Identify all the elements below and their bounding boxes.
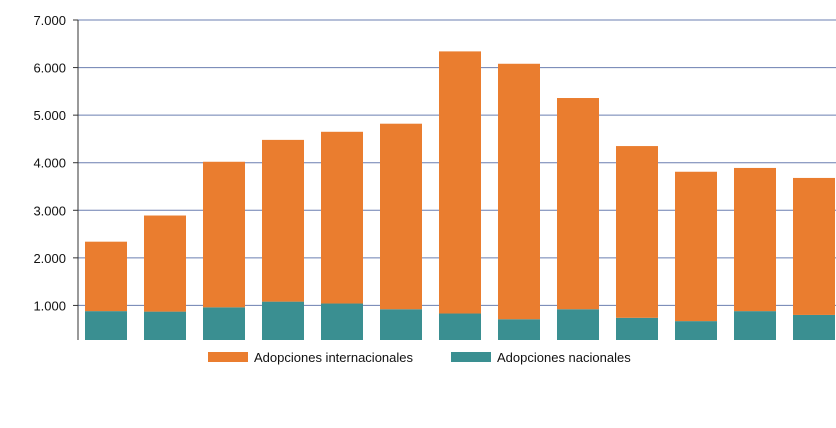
bar-nacionales-2004 [439, 313, 481, 340]
bar-internacionales-2002 [321, 131, 363, 304]
bar-internacionales-2006 [557, 98, 599, 310]
legend-item-nacionales: Adopciones nacionales [451, 350, 631, 365]
axes [73, 19, 79, 340]
bar-nacionales-2010 [793, 314, 835, 340]
y-tick-label: 7.000 [33, 13, 66, 28]
y-tick-label: 1.000 [33, 298, 66, 313]
bar-internacionales-2001 [262, 139, 304, 302]
bar-internacionales-2003 [380, 123, 422, 310]
legend-label-internacionales: Adopciones internacionales [254, 349, 413, 365]
legend-label-nacionales: Adopciones nacionales [497, 349, 631, 365]
bar-nacionales-2003 [380, 309, 422, 340]
bars [85, 51, 835, 340]
bar-nacionales-2002 [321, 303, 363, 340]
y-tick-label: 2.000 [33, 251, 66, 266]
y-tick-label: 5.000 [33, 108, 66, 123]
bar-internacionales-2008 [675, 171, 717, 322]
bar-internacionales-2007 [616, 146, 658, 318]
bar-internacionales-2009 [734, 167, 776, 312]
bar-nacionales-1999 [144, 311, 186, 340]
legend-swatch-nacionales [451, 352, 491, 362]
bar-internacionales-2005 [498, 63, 540, 320]
bar-nacionales-1998 [85, 311, 127, 340]
bar-nacionales-2001 [262, 301, 304, 340]
bar-nacionales-2007 [616, 317, 658, 340]
y-tick-label: 3.000 [33, 203, 66, 218]
bar-nacionales-2008 [675, 321, 717, 340]
bar-internacionales-1999 [144, 215, 186, 312]
legend-item-internacionales: Adopciones internacionales [208, 350, 413, 365]
bar-nacionales-2000 [203, 307, 245, 340]
legend: Adopciones internacionales Adopciones na… [208, 346, 631, 368]
bar-internacionales-2000 [203, 161, 245, 308]
y-tick-label: 6.000 [33, 61, 66, 76]
bar-nacionales-2009 [734, 311, 776, 340]
bar-nacionales-2005 [498, 319, 540, 340]
bar-internacionales-2010 [793, 177, 835, 315]
bar-nacionales-2006 [557, 309, 599, 340]
y-tick-label: 4.000 [33, 156, 66, 171]
bar-internacionales-2004 [439, 51, 481, 314]
bar-internacionales-1998 [85, 241, 127, 312]
legend-swatch-internacionales [208, 352, 248, 362]
